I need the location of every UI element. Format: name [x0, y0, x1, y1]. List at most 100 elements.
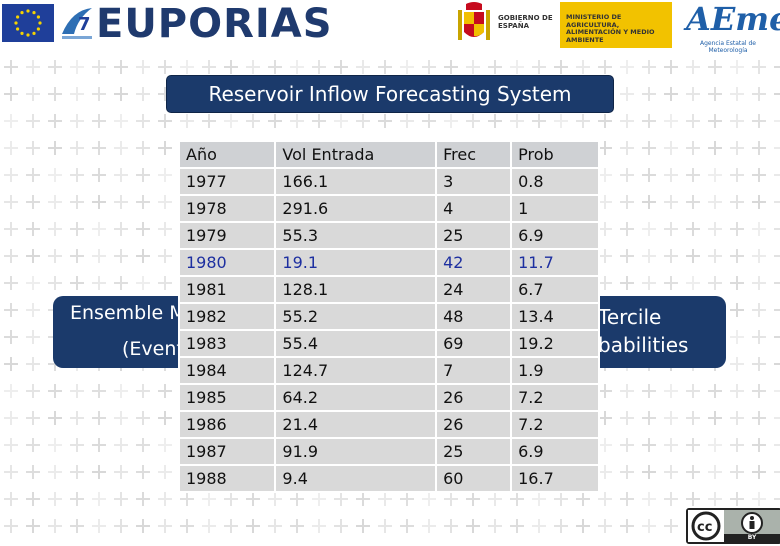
background-plus-mark	[598, 222, 612, 236]
background-plus-mark	[158, 249, 172, 263]
background-plus-mark	[554, 114, 568, 128]
background-plus-mark	[422, 60, 436, 74]
background-plus-mark	[752, 276, 766, 290]
background-plus-mark	[730, 492, 744, 506]
cell-vol-entrada: 55.2	[274, 302, 438, 331]
aemet-logo: AEmet	[686, 0, 780, 38]
background-plus-mark	[158, 195, 172, 209]
background-plus-mark	[466, 519, 480, 533]
background-plus-mark	[136, 384, 150, 398]
background-plus-mark	[686, 222, 700, 236]
cell-prob: 7.2	[510, 383, 600, 412]
background-plus-mark	[598, 60, 612, 74]
cell-frec: 25	[435, 437, 513, 466]
table-row: 1985 64.2 26 7.2	[177, 383, 600, 412]
background-plus-mark	[4, 168, 18, 182]
background-plus-mark	[48, 384, 62, 398]
background-plus-mark	[70, 141, 84, 155]
background-plus-mark	[136, 411, 150, 425]
background-plus-mark	[114, 411, 128, 425]
background-plus-mark	[312, 492, 326, 506]
background-plus-mark	[488, 492, 502, 506]
background-plus-mark	[730, 87, 744, 101]
background-plus-mark	[268, 114, 282, 128]
background-plus-mark	[202, 60, 216, 74]
header-bar: 7 EUPORIAS GOBIERNO DE ESPAÑA MINISTERIO…	[0, 0, 780, 54]
background-plus-mark	[92, 492, 106, 506]
background-plus-mark	[114, 195, 128, 209]
background-plus-mark	[620, 249, 634, 263]
background-plus-mark	[224, 60, 238, 74]
background-plus-mark	[158, 411, 172, 425]
background-plus-mark	[598, 141, 612, 155]
background-plus-mark	[224, 114, 238, 128]
background-plus-mark	[752, 141, 766, 155]
background-plus-mark	[48, 492, 62, 506]
table-row: 1978 291.6 4 1	[177, 194, 600, 223]
background-plus-mark	[48, 276, 62, 290]
cell-anio: 1987	[177, 437, 277, 466]
background-plus-mark	[642, 168, 656, 182]
table-row: 1982 55.2 48 13.4	[177, 302, 600, 331]
background-plus-mark	[4, 195, 18, 209]
background-plus-mark	[664, 438, 678, 452]
cell-vol-entrada: 55.3	[274, 221, 438, 250]
background-plus-mark	[26, 141, 40, 155]
background-plus-mark	[708, 60, 722, 74]
cell-prob: 16.7	[510, 464, 600, 493]
background-plus-mark	[136, 249, 150, 263]
background-plus-mark	[114, 384, 128, 398]
background-plus-mark	[620, 465, 634, 479]
background-plus-mark	[26, 222, 40, 236]
inflow-table: Año Vol Entrada Frec Prob 1977 166.1 3 0.8 1…	[177, 140, 600, 493]
cell-prob: 1	[510, 194, 600, 223]
background-plus-mark	[158, 438, 172, 452]
background-plus-mark	[598, 276, 612, 290]
background-plus-mark	[664, 519, 678, 533]
background-plus-mark	[664, 114, 678, 128]
background-plus-mark	[532, 60, 546, 74]
background-plus-mark	[400, 114, 414, 128]
background-plus-mark	[752, 168, 766, 182]
cell-vol-entrada: 124.7	[274, 356, 438, 385]
background-plus-mark	[290, 519, 304, 533]
background-plus-mark	[48, 195, 62, 209]
background-plus-mark	[136, 141, 150, 155]
banner-left-line1: Ensemble M	[70, 302, 178, 324]
background-plus-mark	[664, 384, 678, 398]
background-plus-mark	[532, 114, 546, 128]
cell-anio: 1980	[177, 248, 277, 277]
svg-text:7: 7	[78, 14, 91, 35]
background-plus-mark	[642, 195, 656, 209]
background-plus-mark	[774, 438, 780, 452]
background-plus-mark	[70, 384, 84, 398]
cell-prob: 6.9	[510, 437, 600, 466]
background-plus-mark	[136, 276, 150, 290]
background-plus-mark	[708, 492, 722, 506]
background-plus-mark	[664, 195, 678, 209]
table-row: 1983 55.4 69 19.2	[177, 329, 600, 358]
background-plus-mark	[4, 330, 18, 344]
cell-anio: 1988	[177, 464, 277, 493]
background-plus-mark	[4, 357, 18, 371]
background-plus-mark	[642, 114, 656, 128]
background-plus-mark	[686, 438, 700, 452]
background-plus-mark	[642, 276, 656, 290]
background-plus-mark	[598, 384, 612, 398]
background-plus-mark	[664, 411, 678, 425]
background-plus-mark	[26, 330, 40, 344]
background-plus-mark	[70, 276, 84, 290]
background-plus-mark	[752, 195, 766, 209]
background-plus-mark	[774, 411, 780, 425]
background-plus-mark	[4, 411, 18, 425]
background-plus-mark	[774, 141, 780, 155]
table-row: 1988 9.4 60 16.7	[177, 464, 600, 493]
background-plus-mark	[642, 438, 656, 452]
background-plus-mark	[510, 519, 524, 533]
background-plus-mark	[774, 357, 780, 371]
background-plus-mark	[642, 384, 656, 398]
background-plus-mark	[4, 141, 18, 155]
background-plus-mark	[532, 492, 546, 506]
background-plus-mark	[158, 222, 172, 236]
background-plus-mark	[752, 492, 766, 506]
